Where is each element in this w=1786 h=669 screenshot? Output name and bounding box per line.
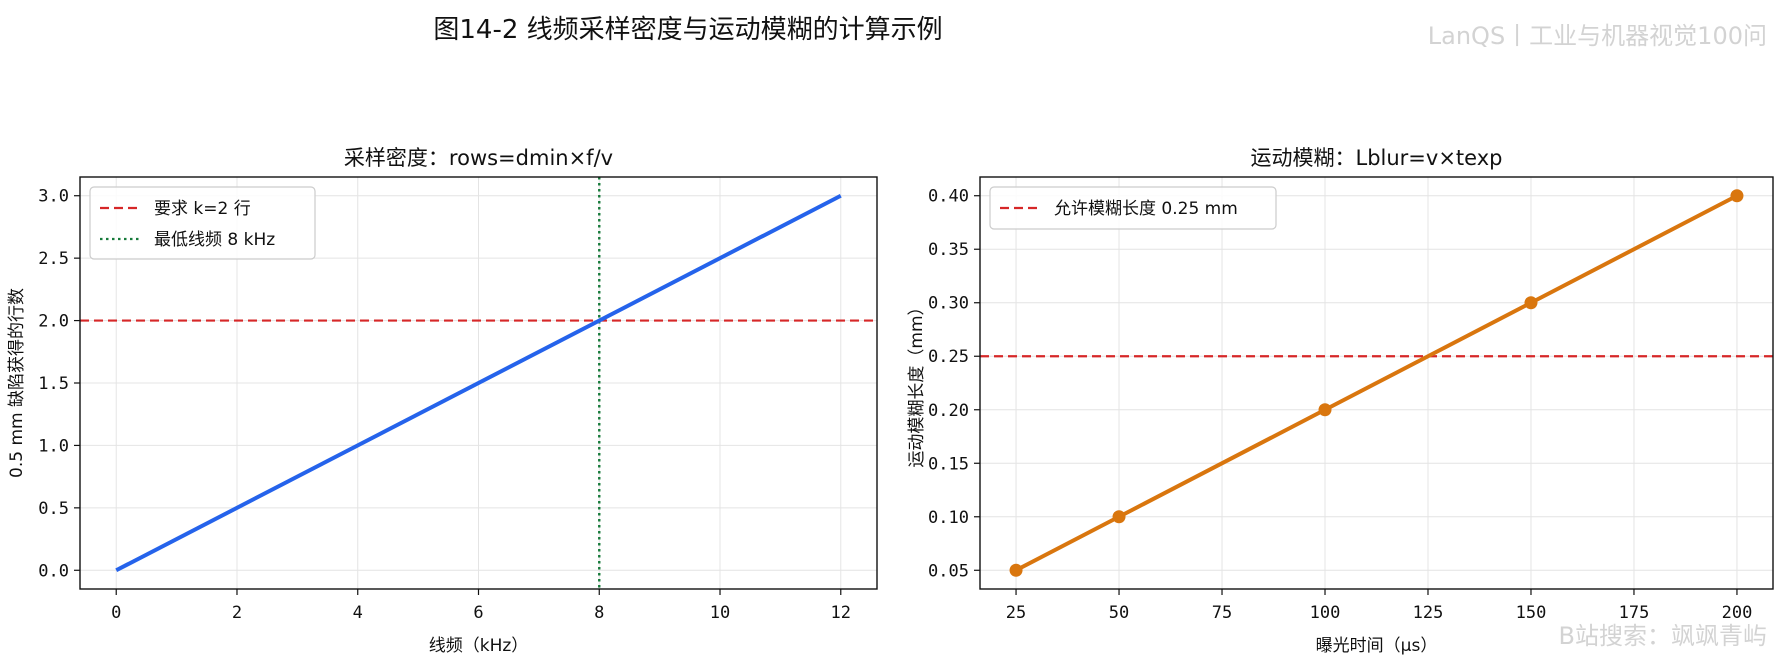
x-tick-label-1: 2	[232, 603, 242, 623]
data-point-4	[1730, 189, 1744, 203]
legend-box	[89, 186, 316, 260]
legend-box	[989, 186, 1277, 230]
y-tick-label-2: 0.15	[928, 454, 969, 474]
reference-lines	[80, 177, 877, 589]
x-tick-label-5: 10	[710, 603, 730, 623]
x-ticks: 0 2 4 6 8 10 12	[111, 589, 851, 623]
x-tick-label-7: 200	[1722, 603, 1753, 623]
x-tick-label-0: 25	[1006, 603, 1026, 623]
data-series	[115, 193, 842, 573]
figure-title: 图14-2 线频采样密度与运动模糊的计算示例	[433, 15, 942, 45]
x-tick-label-4: 8	[594, 603, 604, 623]
legend-label-min-line-rate: 最低线频 8 kHz	[154, 230, 275, 250]
y-tick-label-3: 1.5	[38, 374, 69, 394]
x-tick-label-2: 75	[1212, 603, 1232, 623]
x-tick-label-0: 0	[111, 603, 121, 623]
data-point-2	[1318, 403, 1332, 417]
y-tick-label-0: 0.0	[38, 561, 69, 581]
watermark-bottom: B站搜索：飒飒青屿	[1559, 622, 1767, 650]
legend-label-required-rows: 要求 k=2 行	[154, 199, 251, 219]
x-tick-label-3: 100	[1310, 603, 1341, 623]
y-ticks: 0.05 0.10 0.15 0.20 0.25 0.30 0.35 0.40	[928, 187, 980, 581]
y-axis-label: 运动模糊长度（mm）	[907, 298, 927, 467]
y-tick-label-5: 0.30	[928, 294, 969, 314]
x-tick-label-3: 6	[473, 603, 483, 623]
x-tick-label-6: 12	[831, 603, 851, 623]
x-axis-label: 曝光时间（μs）	[1316, 636, 1438, 656]
x-tick-label-1: 50	[1109, 603, 1129, 623]
plot-frame	[979, 176, 1774, 590]
y-tick-label-6: 3.0	[38, 187, 69, 207]
y-tick-label-1: 0.5	[38, 499, 69, 519]
x-axis-label: 线频（kHz）	[429, 636, 529, 656]
chart-title: 运动模糊：Lblur=v×texp	[1251, 146, 1503, 170]
y-tick-label-4: 2.0	[38, 312, 69, 332]
y-tick-label-0: 0.05	[928, 561, 969, 581]
data-series	[1009, 189, 1744, 577]
sampling-density-chart: 采样密度：rows=dmin×f/v 线频（kHz） 0.5 mm 缺陷获得的行…	[7, 146, 878, 656]
watermark-top: LanQS丨工业与机器视觉100问	[1428, 22, 1767, 50]
legend-label-blur-limit: 允许模糊长度 0.25 mm	[1054, 199, 1238, 219]
y-tick-label-1: 0.10	[928, 508, 969, 528]
y-tick-label-3: 0.20	[928, 401, 969, 421]
data-point-1	[1112, 510, 1126, 524]
legend: 允许模糊长度 0.25 mm	[989, 186, 1277, 230]
y-tick-label-4: 0.25	[928, 347, 969, 367]
y-tick-label-6: 0.35	[928, 240, 969, 260]
x-tick-label-6: 175	[1619, 603, 1650, 623]
y-tick-label-7: 0.40	[928, 187, 969, 207]
y-axis-label: 0.5 mm 缺陷获得的行数	[7, 288, 27, 478]
data-point-0	[1009, 563, 1023, 577]
y-tick-label-2: 1.0	[38, 436, 69, 456]
x-tick-label-5: 150	[1516, 603, 1547, 623]
motion-blur-chart: 运动模糊：Lblur=v×texp 曝光时间（μs） 运动模糊长度（mm） 25…	[907, 146, 1774, 656]
x-tick-label-4: 125	[1413, 603, 1444, 623]
y-tick-label-5: 2.5	[38, 249, 69, 269]
data-point-3	[1524, 296, 1538, 310]
series-line-0	[115, 193, 842, 573]
legend: 要求 k=2 行 最低线频 8 kHz	[89, 186, 316, 260]
x-ticks: 25 50 75 100 125 150 175 200	[1006, 589, 1753, 623]
x-tick-label-2: 4	[353, 603, 363, 623]
chart-title: 采样密度：rows=dmin×f/v	[344, 146, 613, 170]
y-ticks: 0.0 0.5 1.0 1.5 2.0 2.5 3.0	[38, 187, 80, 581]
